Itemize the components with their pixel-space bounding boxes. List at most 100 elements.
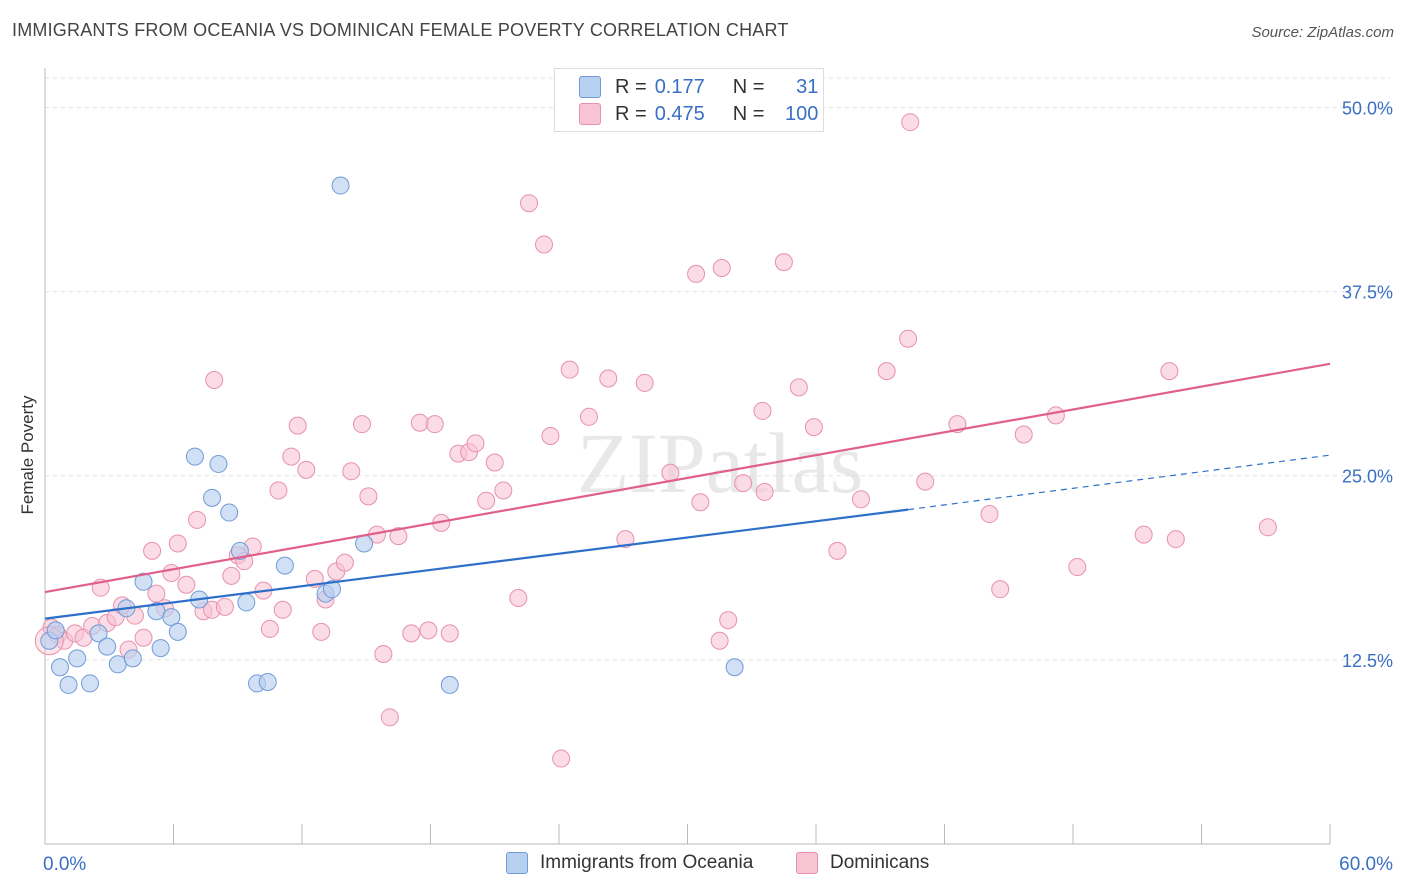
dominicans-point [753,401,772,420]
dominicans-point [352,415,371,434]
dominicans-point [901,113,920,132]
dominicans-point [599,369,618,388]
legend-label-oceania: Immigrants from Oceania [540,852,754,873]
dominicans-point [282,447,301,466]
x-tick-label: 0.0% [43,854,86,875]
dominicans-point [177,575,196,594]
dominicans-point [162,563,181,582]
oceania-point [331,176,350,195]
oceania-point [322,580,341,599]
oceania-point [230,541,249,560]
dominicans-point [980,505,999,524]
legend-n-value: 31 [796,75,819,98]
dominicans-point [509,588,528,607]
legend-n-label: N = [732,75,765,98]
oceania-point [203,488,222,507]
dominicans-point [215,597,234,616]
dominicans-point [710,631,729,650]
dominicans-point [1160,362,1179,381]
oceania-point [725,658,744,677]
dominicans-point [168,534,187,553]
dominicans-point [804,418,823,437]
dominicans-point [477,491,496,510]
dominicans-point [402,624,421,643]
x-tick-label: 60.0% [1339,854,1393,875]
dominicans-point [734,474,753,493]
y-tick-label: 37.5% [1342,283,1393,303]
oceania-trend-extension [908,454,1331,511]
dominicans-point [288,416,307,435]
dominicans-point [635,373,654,392]
y-tick-label: 25.0% [1342,467,1393,487]
legend-n-value: 100 [785,102,819,125]
dominicans-point [1014,425,1033,444]
dominicans-point [579,407,598,426]
dominicans-point [755,482,774,501]
dominicans-point [205,370,224,389]
dominicans-point [916,472,935,491]
correlation-legend: R = 0.177 N = 31 R = 0.475 N = 100 [554,68,824,132]
dominicans-point [661,463,680,482]
dominicans-swatch [796,852,818,874]
dominicans-point [552,749,571,768]
dominicans-swatch [579,103,601,125]
dominicans-point [851,490,870,509]
oceania-point [98,637,117,656]
oceania-point [151,639,170,658]
oceania-point [80,674,99,693]
legend-r-value: 0.177 [654,75,705,98]
dominicans-point [147,584,166,603]
dominicans-point [691,493,710,512]
dominicans-point [828,541,847,560]
bottom-legend: Immigrants from Oceania Dominicans [0,852,1406,876]
dominicans-point [335,553,354,572]
dominicans-point [425,415,444,434]
dominicans-point [260,619,279,638]
dominicans-point [342,462,361,481]
oceania-point [185,447,204,466]
dominicans-point [297,460,316,479]
legend-r-label: R = [615,75,647,98]
dominicans-point [1068,558,1087,577]
dominicans-point [269,481,288,500]
dominicans-point [143,541,162,560]
oceania-point [59,675,78,694]
dominicans-point [494,481,513,500]
dominicans-point [222,566,241,585]
dominicans-point [774,253,793,272]
dominicans-point [273,600,292,619]
dominicans-point [312,622,331,641]
dominicans-point [1134,525,1153,544]
dominicans-point [1258,518,1277,537]
dominicans-point [877,362,896,381]
dominicans-point [535,235,554,254]
legend-label-dominicans: Dominicans [830,852,930,873]
legend-item-dominicans: Dominicans [796,852,929,874]
dominicans-point [616,530,635,549]
oceania-point [209,454,228,473]
dominicans-point [687,264,706,283]
oceania-point [134,572,153,591]
oceania-point [440,675,459,694]
dominicans-point [520,194,539,213]
oceania-point [46,621,65,640]
dominicans-point [359,487,378,506]
oceania-point [89,624,108,643]
dominicans-point [188,510,207,529]
oceania-point [50,658,69,677]
dominicans-point [466,434,485,453]
y-tick-label: 50.0% [1342,98,1393,118]
dominicans-point [1046,406,1065,425]
dominicans-point [712,259,731,278]
oceania-points [40,176,744,694]
oceania-point [168,622,187,641]
legend-n-label: N = [732,102,765,125]
axes [44,68,1331,845]
dominicans-point [541,426,560,445]
dominicans-point [1166,530,1185,549]
oceania-point [108,655,127,674]
oceania-point [237,593,256,612]
gridlines [45,77,1390,661]
oceania-point [68,649,87,668]
